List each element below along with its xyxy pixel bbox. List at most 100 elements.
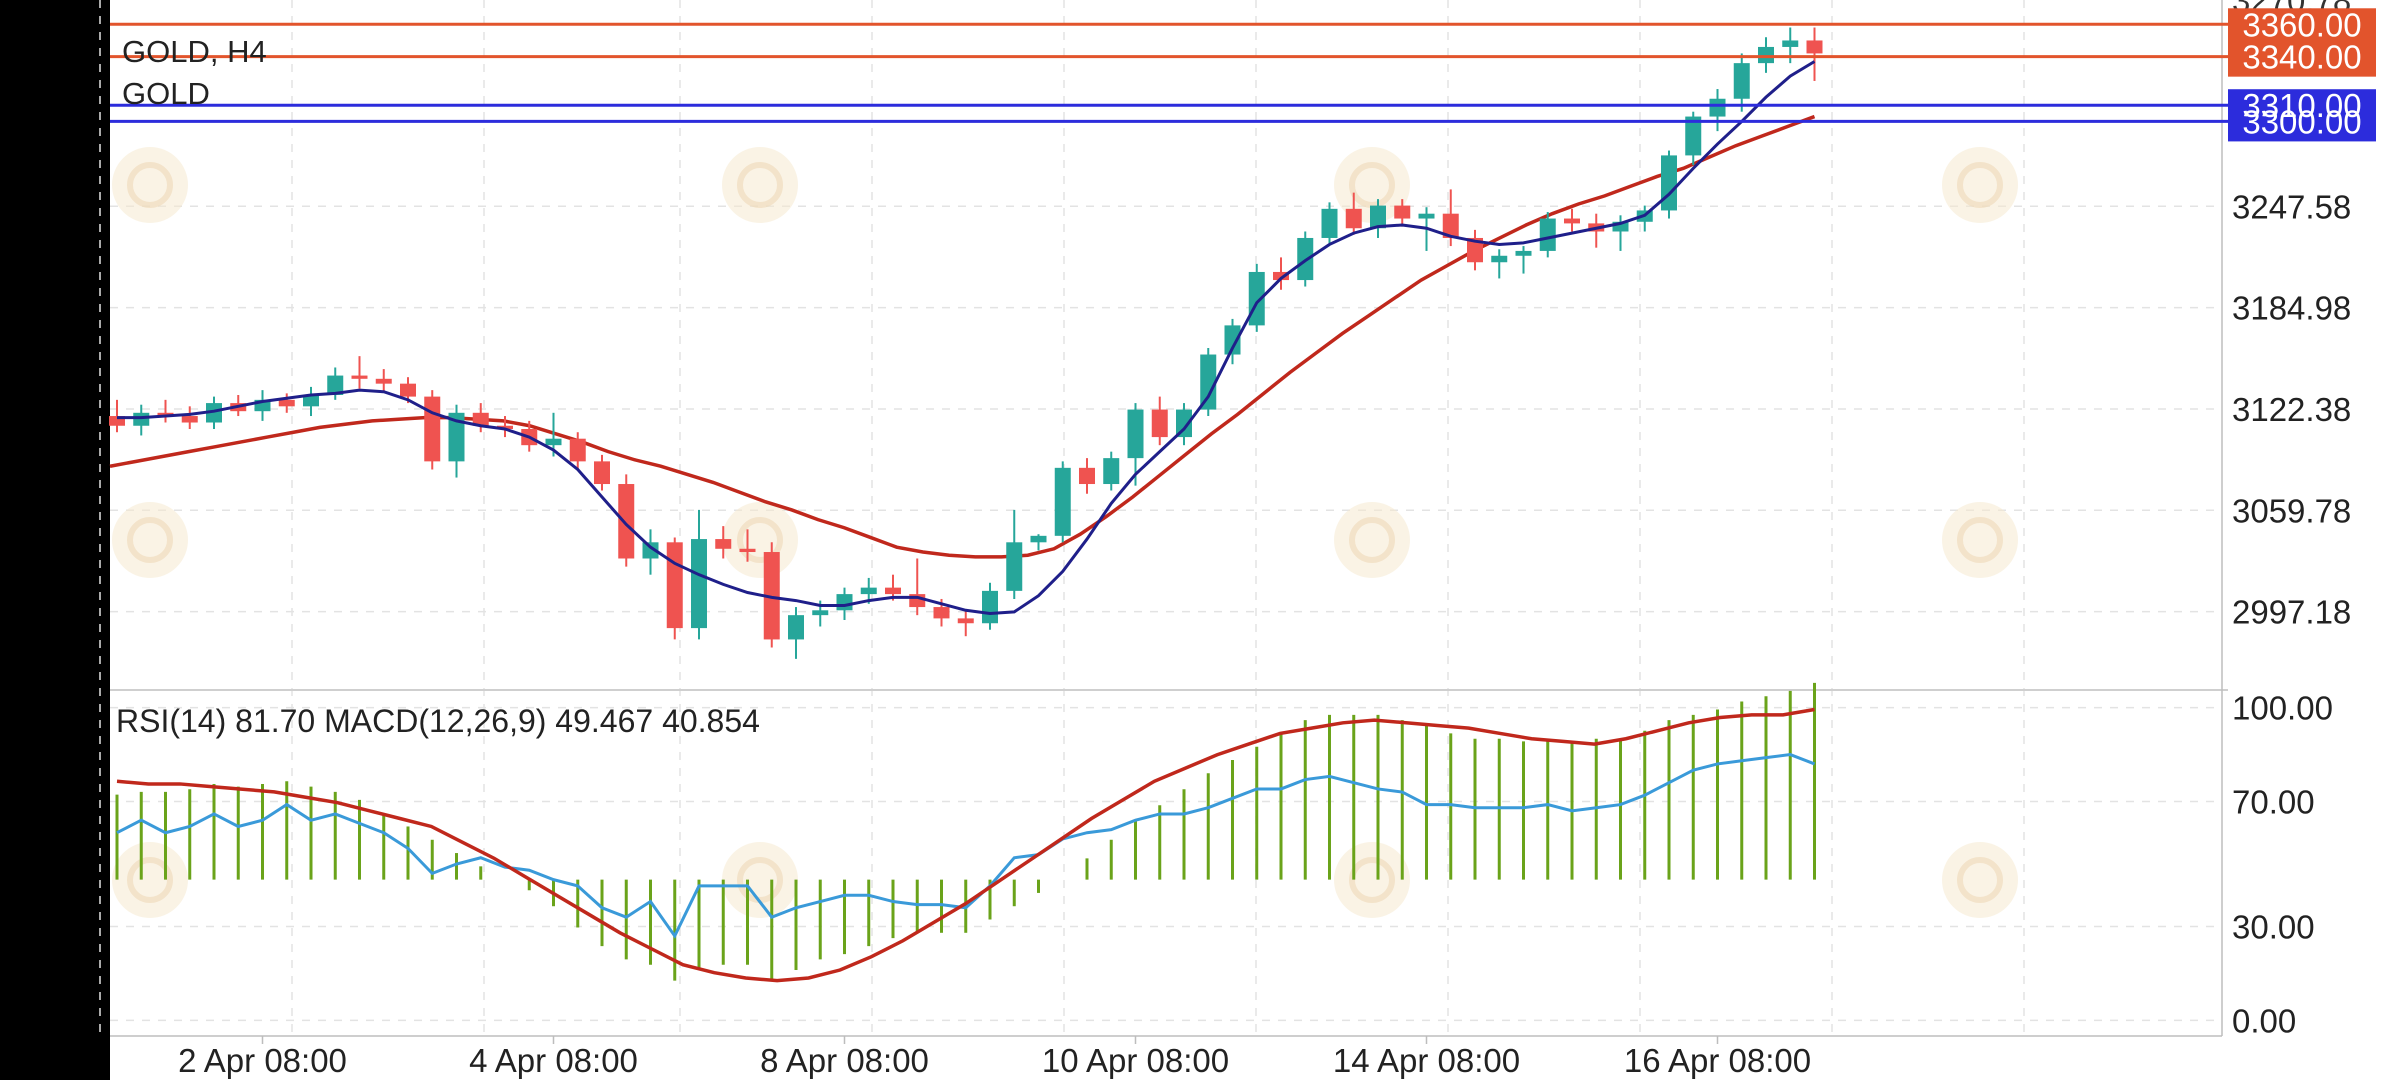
- bullish-candle: [982, 590, 998, 624]
- bearish-candle: [472, 412, 489, 426]
- bearish-candle: [594, 461, 610, 485]
- bearish-candle: [1273, 271, 1289, 281]
- bearish-candle: [109, 416, 125, 426]
- bullish-candle: [1661, 155, 1677, 211]
- slow-moving-average-line: [109, 114, 1816, 559]
- indicator-tick-label: 0.00: [2232, 1002, 2296, 1039]
- watermark-logo-ring-icon: [1957, 162, 2003, 208]
- bearish-candle: [1442, 213, 1459, 238]
- watermark-logo-icon: [1334, 502, 1410, 578]
- time-tick-label: 10 Apr 08:00: [1042, 1042, 1229, 1079]
- bullish-candle: [448, 412, 465, 462]
- bullish-candle: [303, 394, 319, 407]
- indicator-tick-label: 30.00: [2232, 909, 2315, 946]
- bullish-candle: [1054, 467, 1071, 536]
- bearish-candle: [957, 618, 974, 624]
- bullish-candle: [545, 438, 562, 446]
- price-level-tag-label: 3360.00: [2242, 6, 2361, 43]
- price-tick-label: 3247.58: [2232, 188, 2351, 225]
- time-tick-label: 8 Apr 08:00: [760, 1042, 929, 1079]
- bearish-candle: [1345, 208, 1362, 229]
- watermark-logo-ring-icon: [737, 162, 783, 208]
- bullish-candle: [642, 542, 659, 559]
- bearish-candle: [351, 375, 368, 379]
- watermark-logo-ring-icon: [1957, 517, 2003, 563]
- fast-moving-average-line: [117, 60, 1816, 616]
- bearish-candle: [933, 607, 950, 619]
- bearish-candle: [375, 378, 392, 384]
- bearish-candle: [763, 552, 780, 640]
- bearish-candle: [1467, 237, 1483, 263]
- watermark-logo-ring-icon: [127, 517, 173, 563]
- watermark-logo-ring-icon: [737, 517, 783, 563]
- indicator-tick-label: 70.00: [2232, 783, 2315, 820]
- bullish-candle: [1006, 542, 1023, 591]
- watermark-logo-icon: [1942, 842, 2018, 918]
- watermark-logo-ring-icon: [1957, 857, 2003, 903]
- price-level-tag-label: 3300.00: [2242, 103, 2361, 140]
- bullish-candle: [691, 539, 707, 629]
- bearish-candle: [1151, 409, 1168, 438]
- price-level-tag-label: 3340.00: [2242, 39, 2361, 76]
- bearish-candle: [885, 587, 901, 595]
- bullish-candle: [327, 375, 344, 395]
- watermark-logo-ring-icon: [127, 857, 173, 903]
- time-tick-label: 2 Apr 08:00: [178, 1042, 347, 1079]
- bearish-candle: [424, 396, 441, 462]
- price-level-tag: [2228, 8, 2376, 45]
- watermark-logo-icon: [722, 502, 798, 578]
- bullish-candle: [1733, 63, 1750, 99]
- price-level-tag: [2228, 40, 2376, 77]
- watermark-logo-icon: [112, 147, 188, 223]
- bullish-candle: [1030, 535, 1047, 543]
- bearish-candle: [1564, 218, 1580, 224]
- bearish-candle: [1079, 467, 1095, 485]
- left-black-border: [0, 0, 110, 1080]
- indicator-tick-label: 100.00: [2232, 690, 2333, 727]
- price-tick-label: 3184.98: [2232, 290, 2351, 327]
- bullish-candle: [1782, 40, 1799, 47]
- price-tick-label: 3059.78: [2232, 492, 2351, 529]
- bullish-candle: [1176, 409, 1192, 438]
- bullish-candle: [1539, 218, 1556, 251]
- bearish-candle: [497, 425, 513, 429]
- bearish-candle: [400, 383, 416, 397]
- bullish-candle: [1515, 250, 1532, 256]
- bullish-candle: [836, 594, 853, 611]
- watermark-logo-ring-icon: [1349, 857, 1395, 903]
- bearish-candle: [739, 548, 756, 553]
- macd-signal-line: [116, 707, 1815, 983]
- bullish-candle: [1418, 213, 1435, 219]
- bullish-candle: [1709, 98, 1726, 117]
- watermark-logo-icon: [112, 502, 188, 578]
- bullish-candle: [133, 412, 150, 426]
- watermark-logo-icon: [722, 842, 798, 918]
- bullish-candle: [1103, 458, 1120, 485]
- time-tick-label: 16 Apr 08:00: [1624, 1042, 1811, 1079]
- symbol-label: GOLD: [122, 76, 210, 111]
- watermark-logo-icon: [1334, 842, 1410, 918]
- bullish-candle: [1200, 354, 1217, 410]
- price-level-tag-label: 3310.00: [2242, 87, 2361, 124]
- watermark-logo-ring-icon: [127, 162, 173, 208]
- time-tick-label: 14 Apr 08:00: [1333, 1042, 1520, 1079]
- time-tick-label: 4 Apr 08:00: [469, 1042, 638, 1079]
- price-level-tag: [2228, 105, 2376, 142]
- bullish-candle: [254, 399, 271, 412]
- bearish-candle: [666, 542, 683, 629]
- bullish-candle: [1758, 46, 1774, 64]
- price-tick-label: 3122.38: [2232, 391, 2351, 428]
- bullish-candle: [1370, 205, 1386, 229]
- price-tick-label: 2997.18: [2232, 594, 2351, 631]
- bullish-candle: [1685, 116, 1702, 156]
- indicator-legend: RSI(14) 81.70 MACD(12,26,9) 49.467 40.85…: [116, 703, 760, 739]
- watermark-logo-icon: [112, 842, 188, 918]
- bearish-candle: [618, 484, 635, 559]
- watermark-logo-icon: [1942, 147, 2018, 223]
- symbol-timeframe-label: GOLD, H4: [122, 34, 267, 69]
- bullish-candle: [788, 615, 804, 640]
- watermark-logo-ring-icon: [1349, 517, 1395, 563]
